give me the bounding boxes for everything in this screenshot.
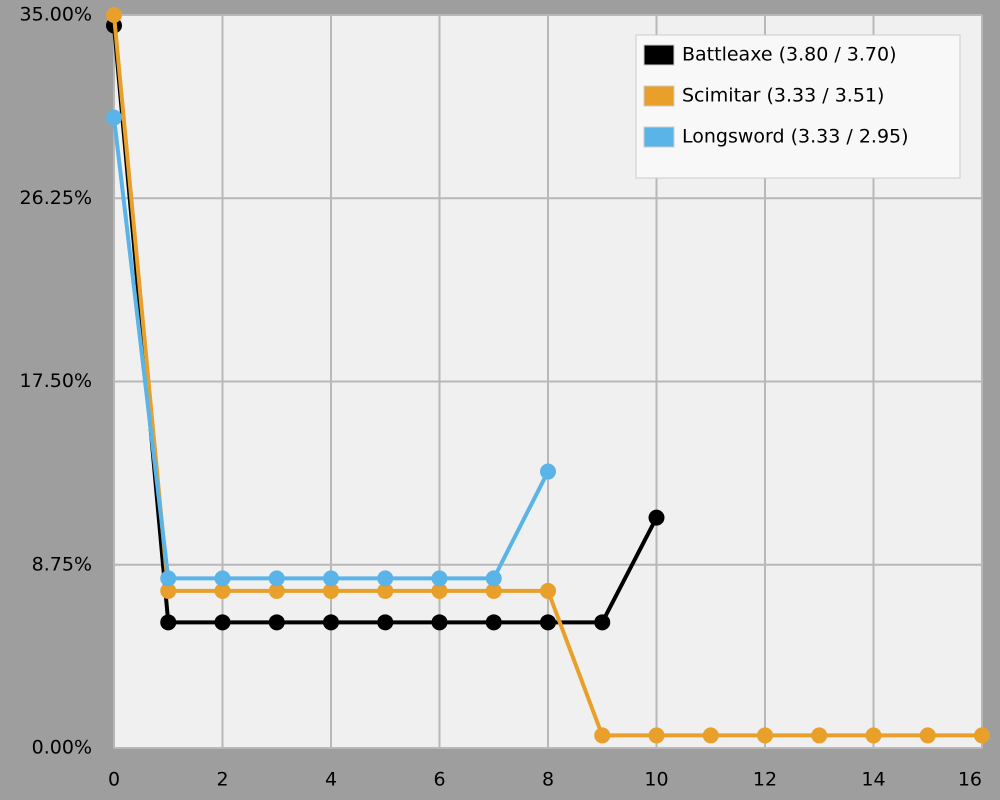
point (757, 727, 773, 744)
point (431, 614, 448, 631)
x-tick-label: 12 (753, 769, 777, 791)
legend-swatch (643, 85, 675, 107)
y-tick-label: 8.75% (32, 553, 92, 575)
point (974, 727, 990, 744)
x-tick-label: 2 (216, 769, 228, 791)
point (377, 614, 394, 631)
point (214, 614, 231, 631)
legend-label: Longsword (3.33 / 2.95) (682, 126, 909, 148)
point (323, 582, 339, 599)
y-tick-label: 35.00% (20, 4, 92, 26)
x-tick-label: 4 (325, 769, 337, 791)
point (160, 614, 177, 631)
point (160, 570, 177, 587)
y-tick-label: 0.00% (32, 737, 92, 759)
point (648, 727, 665, 744)
x-tick-label: 8 (542, 769, 554, 791)
point (648, 509, 665, 526)
point (377, 570, 394, 587)
legend-swatch (643, 126, 675, 148)
point (106, 109, 122, 126)
legend-box (635, 34, 961, 179)
point (106, 7, 122, 23)
point (485, 582, 502, 599)
point (160, 582, 177, 599)
x-tick-label: 10 (644, 769, 668, 791)
point (919, 727, 936, 744)
point (431, 570, 448, 587)
point (594, 727, 611, 744)
point (268, 570, 285, 587)
point (540, 614, 556, 631)
legend-label: Battleaxe (3.80 / 3.70) (682, 44, 897, 66)
point (702, 727, 719, 744)
point (540, 463, 556, 480)
point (485, 570, 502, 587)
point (377, 582, 394, 599)
point (268, 582, 285, 599)
legend: Battleaxe (3.80 / 3.70) Scimitar (3.33 / … (635, 34, 961, 179)
point (431, 582, 448, 599)
legend-swatch (643, 44, 675, 66)
x-tick-label: 0 (108, 769, 120, 791)
y-tick-label: 26.25% (20, 187, 92, 209)
point (594, 614, 611, 631)
y-tick-label: 17.50% (20, 370, 92, 392)
legend-label: Scimitar (3.33 / 3.51) (682, 85, 884, 107)
point (811, 727, 828, 744)
x-tick-label: 16 (958, 769, 982, 791)
point (214, 570, 231, 587)
point (323, 570, 339, 587)
point (540, 582, 556, 599)
point (323, 614, 339, 631)
x-tick-label: 14 (861, 769, 885, 791)
point (214, 582, 231, 599)
x-tick-label: 6 (433, 769, 445, 791)
point (268, 614, 285, 631)
point (865, 727, 882, 744)
point (485, 614, 502, 631)
